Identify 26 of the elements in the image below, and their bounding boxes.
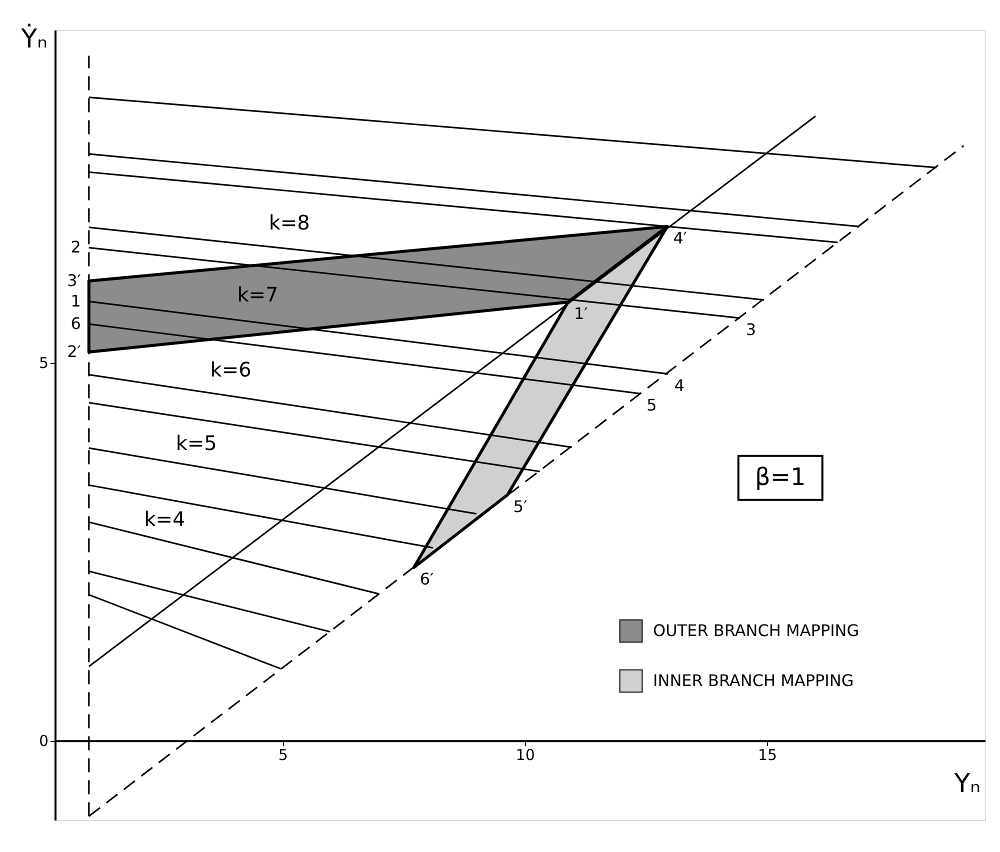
annotation: k=5 <box>176 430 217 455</box>
annotation: 6 <box>70 314 81 334</box>
annotation: 6′ <box>420 570 434 588</box>
annotation: k=6 <box>210 357 252 382</box>
y-axis-title: Ẏₙ <box>20 24 48 54</box>
annotation: 4 <box>674 376 684 395</box>
annotation: 3 <box>746 320 756 340</box>
x-axis-title: Yₙ <box>953 769 980 800</box>
annotation: 4′ <box>673 228 688 248</box>
annotation: k=8 <box>268 210 310 235</box>
x-tick-label: 15 <box>758 746 778 764</box>
x-tick-label: 10 <box>516 746 535 764</box>
annotation: 1 <box>70 291 81 310</box>
annotation: k=4 <box>144 506 186 531</box>
x-tick-label: 5 <box>278 746 288 764</box>
annotation: 2 <box>70 238 81 257</box>
annotation: k=7 <box>237 282 278 306</box>
y-tick-label: 0 <box>38 732 48 750</box>
legend-label: OUTER BRANCH MAPPING <box>653 621 860 640</box>
annotation: 5′ <box>513 496 528 516</box>
annotation: 1′ <box>574 304 588 324</box>
legend-label: INNER BRANCH MAPPING <box>653 671 854 690</box>
annotation: 3′ <box>67 270 82 290</box>
annotation: 2′ <box>67 342 82 362</box>
annotation: β=1 <box>755 462 806 491</box>
annotation: 5 <box>646 396 657 415</box>
